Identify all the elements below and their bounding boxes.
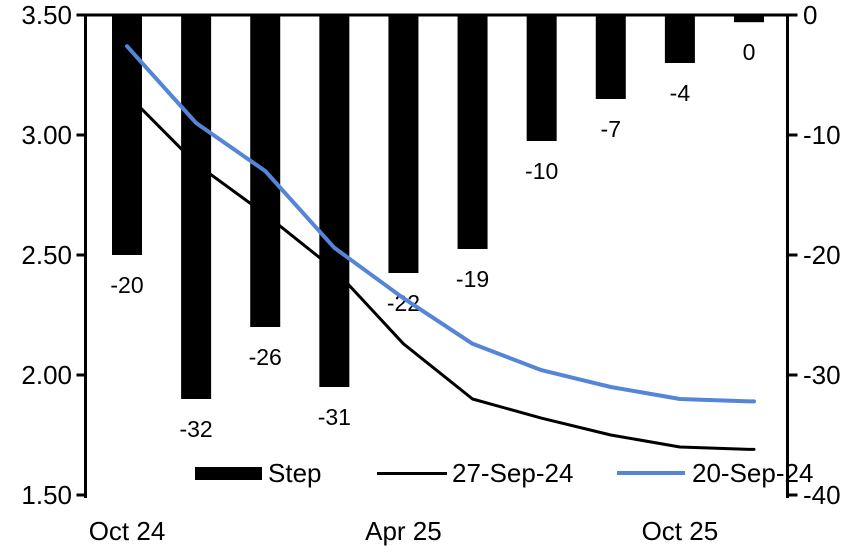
bar-label-8: -4 bbox=[670, 80, 691, 106]
bar-label-1: -32 bbox=[179, 416, 212, 442]
x-tick-label: Oct 24 bbox=[89, 516, 166, 546]
bar-step-4 bbox=[388, 15, 419, 273]
legend-item-27-sep-24: 27-Sep-24 bbox=[377, 459, 573, 487]
blue-line-swatch-icon bbox=[617, 471, 685, 475]
legend-item-step: Step bbox=[195, 459, 322, 487]
bar-step-0 bbox=[112, 15, 142, 255]
step-bar-swatch-icon bbox=[195, 466, 262, 480]
left-tick-label: 3.50 bbox=[21, 0, 72, 30]
right-tick-label: 0 bbox=[803, 0, 817, 30]
bar-label-9: 0 bbox=[743, 39, 756, 65]
bar-step-8 bbox=[664, 15, 695, 63]
left-tick-label: 3.00 bbox=[21, 120, 72, 150]
legend-label-27-sep-24: 27-Sep-24 bbox=[452, 458, 574, 488]
left-tick-label: 2.00 bbox=[21, 360, 72, 390]
bar-step-5 bbox=[457, 15, 488, 249]
bar-label-4: -22 bbox=[387, 290, 420, 316]
left-tick-label: 1.50 bbox=[21, 480, 72, 510]
left-tick-label: 2.50 bbox=[21, 240, 72, 270]
right-tick-label: -20 bbox=[803, 240, 841, 270]
bar-step-3 bbox=[319, 15, 350, 387]
right-tick-label: -30 bbox=[803, 360, 841, 390]
right-tick-label: -10 bbox=[803, 120, 841, 150]
bar-step-7 bbox=[595, 15, 626, 99]
legend-label-step: Step bbox=[268, 458, 322, 488]
bar-label-0: -20 bbox=[110, 272, 143, 298]
right-tick-label: -40 bbox=[803, 480, 841, 510]
line-27-sep-24 bbox=[125, 92, 756, 451]
bar-label-6: -10 bbox=[525, 158, 558, 184]
legend-item-20-sep-24: 20-Sep-24 bbox=[617, 459, 813, 487]
black-line-swatch-icon bbox=[377, 471, 447, 475]
bar-label-7: -7 bbox=[601, 116, 621, 142]
bar-step-6 bbox=[526, 15, 557, 141]
bar-label-3: -31 bbox=[318, 404, 351, 430]
x-tick-label: Apr 25 bbox=[365, 516, 442, 546]
legend-label-20-sep-24: 20-Sep-24 bbox=[692, 458, 814, 488]
bar-step-1 bbox=[181, 15, 212, 399]
legend: Step 27-Sep-24 20-Sep-24 bbox=[0, 459, 852, 487]
bar-step-9 bbox=[734, 15, 764, 23]
bar-label-2: -26 bbox=[249, 344, 282, 370]
bar-label-5: -19 bbox=[456, 266, 489, 292]
line-20-sep-24 bbox=[125, 44, 756, 404]
x-tick-label: Oct 25 bbox=[642, 516, 719, 546]
